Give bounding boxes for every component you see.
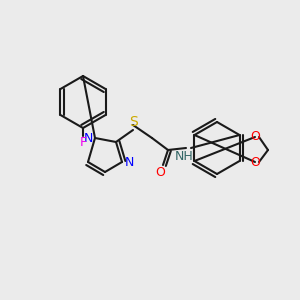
Text: O: O — [155, 167, 165, 179]
Text: F: F — [80, 136, 87, 148]
Text: N: N — [124, 155, 134, 169]
Text: S: S — [130, 115, 138, 129]
Text: O: O — [250, 130, 260, 143]
Text: N: N — [83, 131, 93, 145]
Text: NH: NH — [175, 151, 194, 164]
Text: O: O — [250, 155, 260, 169]
